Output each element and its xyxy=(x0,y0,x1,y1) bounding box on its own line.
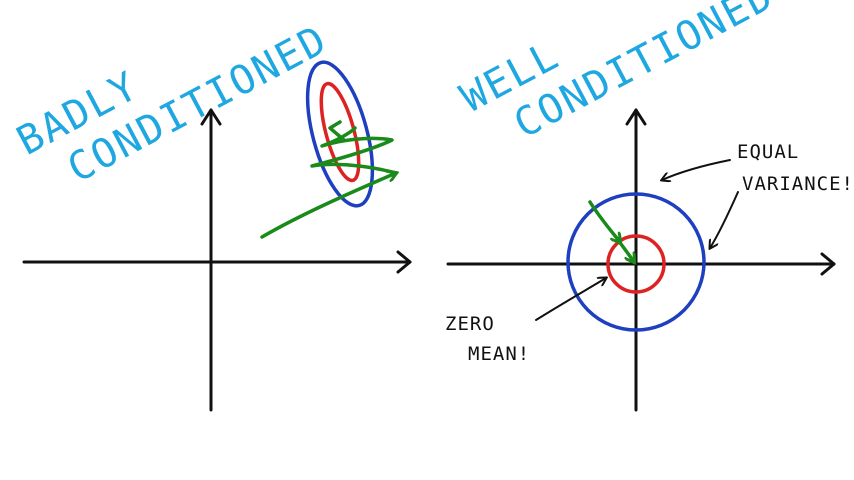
annotation-zero-line1: ZERO xyxy=(445,313,495,335)
left-outer-contour xyxy=(305,60,375,208)
annotation-zero-pointer xyxy=(535,278,606,321)
annotation-equal-pointer-bottom xyxy=(710,191,739,248)
left-y-axis-arrowhead xyxy=(200,108,222,126)
right-y-axis-arrowhead xyxy=(625,108,647,126)
annotation-equal-line1: EQUAL xyxy=(737,141,799,163)
annotation-zero-line2: MEAN! xyxy=(468,343,530,365)
right-x-axis-arrowhead xyxy=(820,252,836,276)
annotation-equal-pointer-top xyxy=(662,159,731,180)
right-panel: WELL CONDITIONED EQUAL VARIANCE! ZERO ME… xyxy=(445,0,854,412)
left-title: BADLY CONDITIONED xyxy=(10,17,336,192)
right-optimization-path-first xyxy=(588,200,620,242)
right-outer-contour xyxy=(566,192,706,332)
left-optimization-path-start xyxy=(260,173,396,239)
left-optimization-path-zigzag xyxy=(310,126,398,175)
right-optimization-path-second xyxy=(616,238,634,262)
left-panel: BADLY CONDITIONED xyxy=(10,17,412,412)
right-title: WELL CONDITIONED xyxy=(453,0,781,148)
left-optimization-path-end xyxy=(328,120,346,142)
left-x-axis-arrowhead xyxy=(396,250,412,274)
right-inner-contour xyxy=(606,234,666,294)
annotation-equal-line2: VARIANCE! xyxy=(742,173,854,195)
